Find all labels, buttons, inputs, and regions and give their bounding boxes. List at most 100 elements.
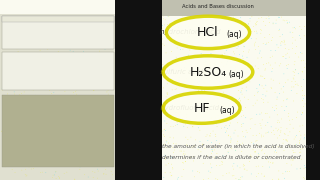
Point [100,156,106,159]
Point [174,82,179,85]
Point [28,112,34,115]
Point [82,80,87,83]
Point [163,158,168,161]
Point [267,17,272,20]
Point [284,64,289,67]
Point [11,17,16,20]
Point [233,102,238,104]
Point [246,49,252,51]
Point [8,162,13,165]
Point [91,122,96,125]
Point [259,134,264,136]
Point [9,19,14,22]
Point [115,135,120,138]
Point [96,111,101,113]
Point [107,21,112,24]
Point [62,93,67,96]
Point [246,51,251,53]
Point [193,66,198,69]
Point [127,28,132,31]
Point [38,63,43,66]
Point [5,142,10,145]
Point [243,106,248,109]
Point [132,90,138,93]
Point [21,154,26,157]
Point [310,108,315,111]
Point [79,46,84,49]
Point [3,75,8,78]
Point [301,167,307,170]
Point [249,30,254,33]
Point [255,144,260,147]
Point [98,172,103,174]
Point [164,99,169,102]
Point [14,78,20,80]
Point [4,142,9,145]
Point [315,51,320,54]
Point [64,171,69,174]
Point [236,178,241,180]
Point [189,32,194,35]
Point [17,160,22,163]
Point [228,122,233,124]
Point [303,166,308,169]
Point [36,118,42,121]
Point [300,111,305,114]
Point [144,16,149,19]
Point [2,22,7,25]
Point [49,52,54,55]
Point [20,35,25,38]
Point [28,169,34,172]
Point [104,103,109,106]
Point [76,164,81,167]
Point [200,89,205,91]
Point [202,147,207,150]
Point [291,151,296,154]
Point [292,74,297,77]
Point [167,136,172,139]
Point [301,105,306,108]
Point [132,141,137,144]
Point [0,77,5,80]
Point [63,134,68,137]
Point [113,171,118,174]
Point [95,127,100,130]
Point [269,39,274,42]
Point [307,26,312,29]
Point [300,89,305,92]
Point [211,14,216,16]
Point [112,151,117,154]
Point [17,24,22,27]
Point [39,38,44,41]
Point [300,94,305,97]
Point [16,100,21,102]
Point [258,28,263,31]
Point [267,166,272,168]
Point [24,127,29,130]
Point [61,137,67,140]
Point [105,143,110,146]
Point [36,24,41,27]
Point [268,64,273,66]
Point [208,94,213,97]
Point [235,121,240,124]
Point [71,60,76,62]
Point [87,117,92,120]
Point [161,86,166,89]
Point [49,37,54,39]
Point [304,142,309,145]
Point [180,161,185,164]
Point [262,152,267,155]
Point [122,174,127,176]
Point [202,66,207,69]
Point [238,16,243,19]
Point [257,113,262,116]
Point [244,89,249,92]
Point [284,127,289,130]
Point [205,57,211,60]
Point [279,118,284,120]
Point [78,69,84,71]
Point [244,56,250,59]
Point [148,162,153,165]
Point [252,43,257,46]
